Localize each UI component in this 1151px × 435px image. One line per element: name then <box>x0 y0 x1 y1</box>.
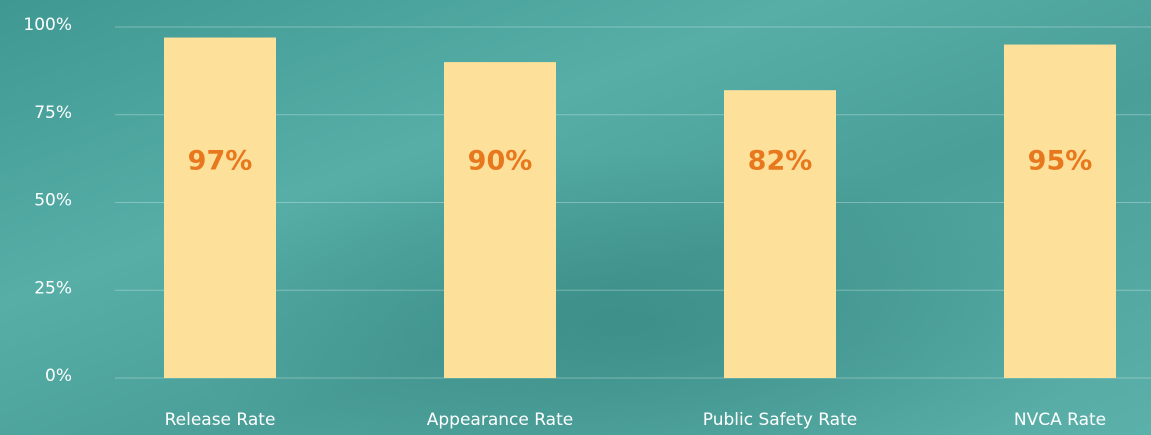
bar <box>1004 45 1116 378</box>
page: 0% 25% 50% 75% 100% 97% Release Rate 90% Appeara… <box>0 0 1151 435</box>
value-label: 97% <box>188 146 253 177</box>
chart: 0% 25% 50% 75% 100% 97% Release Rate 90% Appeara… <box>0 0 1151 435</box>
x-tick-label: NVCA Rate <box>1014 410 1106 430</box>
x-tick-label: Public Safety Rate <box>703 410 857 430</box>
bar <box>164 38 276 378</box>
y-tick-label: 75% <box>34 103 72 123</box>
bar <box>724 90 836 378</box>
y-tick-label: 100% <box>23 15 72 35</box>
value-label: 95% <box>1028 146 1093 177</box>
x-tick-label: Release Rate <box>165 410 276 430</box>
value-label: 90% <box>468 146 533 177</box>
value-label: 82% <box>748 146 813 177</box>
bar <box>444 62 556 378</box>
y-tick-label: 0% <box>45 366 72 386</box>
y-tick-label: 50% <box>34 191 72 211</box>
y-tick-label: 25% <box>34 278 72 298</box>
x-tick-label: Appearance Rate <box>427 410 573 430</box>
